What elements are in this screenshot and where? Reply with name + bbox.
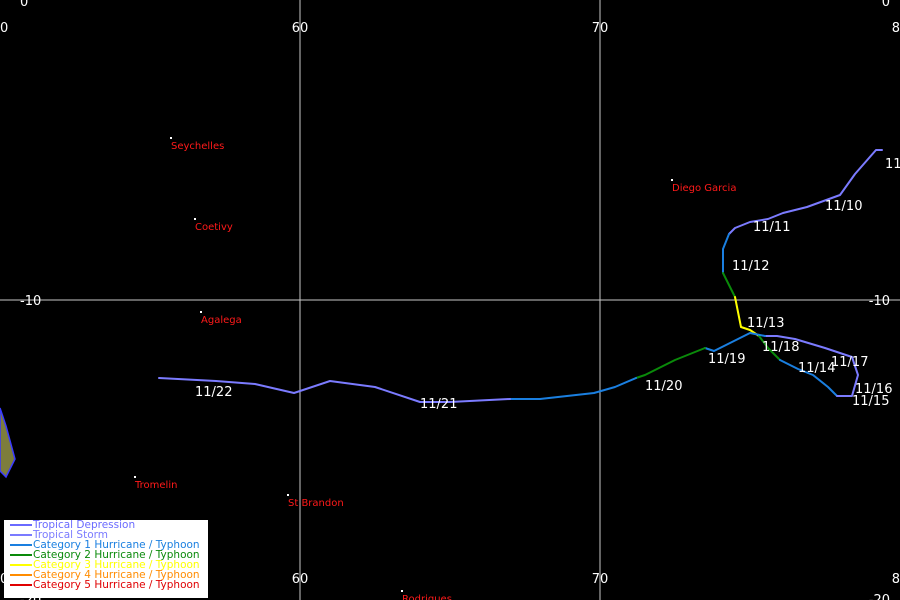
- lon-label-top-2: 70: [592, 21, 609, 36]
- track-date-5: 11/18: [762, 340, 799, 355]
- track-date-1: 11/10: [825, 199, 862, 214]
- lat-label-right-0: 0: [882, 0, 890, 10]
- legend-rows: Tropical Depression Tropical Storm Categor…: [4, 520, 208, 590]
- track-date-11: 11/20: [645, 379, 682, 394]
- lon-label-top-0: 0: [0, 21, 8, 36]
- track-segment-1: [722, 233, 730, 274]
- track-segment-10: [158, 377, 511, 403]
- track-date-10: 11/15: [852, 394, 889, 409]
- legend-item-storm: Tropical Storm: [4, 530, 208, 540]
- track-date-3: 11/12: [732, 259, 769, 274]
- track-segment-6: [764, 335, 859, 397]
- intensity-legend: Tropical Depression Tropical Storm Categor…: [4, 520, 208, 598]
- track-segment-9: [509, 377, 637, 400]
- storm-track: [158, 149, 883, 403]
- place-label-0: Seychelles: [171, 141, 224, 152]
- place-marker-2: [671, 179, 673, 181]
- lon-label-bottom-1: 60: [292, 572, 309, 587]
- place-marker-3: [200, 311, 202, 313]
- track-date-labels: 11/09 11/10 11/11 11/12 11/13 11/18 11/19 11/14…: [195, 157, 900, 412]
- track-date-6: 11/19: [708, 352, 745, 367]
- place-label-2: Diego Garcia: [672, 183, 736, 194]
- place-label-5: St Brandon: [288, 498, 344, 509]
- lat-label-left-0: 0: [20, 0, 28, 10]
- lon-label-top-1: 60: [292, 21, 309, 36]
- legend-swatch: [10, 564, 32, 566]
- place-label-3: Agalega: [201, 315, 242, 326]
- legend-label: Tropical Storm: [33, 529, 108, 541]
- legend-item-depression: Tropical Depression: [4, 520, 208, 530]
- track-date-8: 11/17: [831, 355, 868, 370]
- legend-label: Tropical Depression: [33, 519, 136, 531]
- track-segment-8: [635, 347, 706, 379]
- land-layer: [0, 407, 16, 479]
- track-segment-2: [722, 272, 736, 298]
- place-marker-5: [287, 494, 289, 496]
- track-segment-4: [758, 335, 781, 361]
- legend-item-cat2: Category 2 Hurricane / Typhoon: [4, 550, 208, 560]
- legend-swatch: [10, 554, 32, 556]
- lat-label-right-1: -10: [869, 294, 890, 309]
- lon-label-bottom-3: 8: [892, 572, 900, 587]
- track-date-12: 11/21: [420, 397, 457, 412]
- track-segment-7: [704, 332, 766, 352]
- legend-label: Category 3 Hurricane / Typhoon: [33, 559, 200, 571]
- track-date-2: 11/11: [753, 220, 790, 235]
- legend-label: Category 5 Hurricane / Typhoon: [33, 579, 200, 591]
- lat-label-left-1: -10: [20, 294, 41, 309]
- place-label-4: Tromelin: [134, 480, 177, 491]
- madagascar-coast: [0, 407, 16, 479]
- legend-label: Category 2 Hurricane / Typhoon: [33, 549, 200, 561]
- track-date-7: 11/14: [798, 361, 835, 376]
- legend-swatch: [10, 524, 32, 526]
- legend-swatch: [10, 574, 32, 576]
- place-marker-1: [194, 218, 196, 220]
- places-layer: Seychelles Coetivy Diego Garcia Agalega Trom…: [134, 137, 736, 600]
- track-date-13: 11/22: [195, 385, 232, 400]
- legend-item-cat1: Category 1 Hurricane / Typhoon: [4, 540, 208, 550]
- place-marker-4: [134, 476, 136, 478]
- legend-swatch: [10, 534, 32, 536]
- place-marker-6: [401, 590, 403, 592]
- track-date-9: 11/16: [855, 382, 892, 397]
- track-date-0: 11/09: [885, 157, 900, 172]
- lon-label-top-3: 8: [892, 21, 900, 36]
- legend-swatch: [10, 544, 32, 546]
- track-segment-0: [728, 149, 883, 235]
- legend-item-cat4: Category 4 Hurricane / Typhoon: [4, 570, 208, 580]
- place-label-1: Coetivy: [195, 222, 233, 233]
- lat-label-right-2: -20: [869, 593, 890, 600]
- legend-label: Category 4 Hurricane / Typhoon: [33, 569, 200, 581]
- legend-item-cat3: Category 3 Hurricane / Typhoon: [4, 560, 208, 570]
- track-segment-5: [779, 359, 838, 397]
- place-marker-0: [170, 137, 172, 139]
- place-label-6: Rodrigues: [402, 594, 452, 600]
- lon-label-bottom-2: 70: [592, 572, 609, 587]
- legend-swatch: [10, 584, 32, 586]
- track-date-4: 11/13: [747, 316, 784, 331]
- legend-item-cat5: Category 5 Hurricane / Typhoon: [4, 580, 208, 590]
- legend-label: Category 1 Hurricane / Typhoon: [33, 539, 200, 551]
